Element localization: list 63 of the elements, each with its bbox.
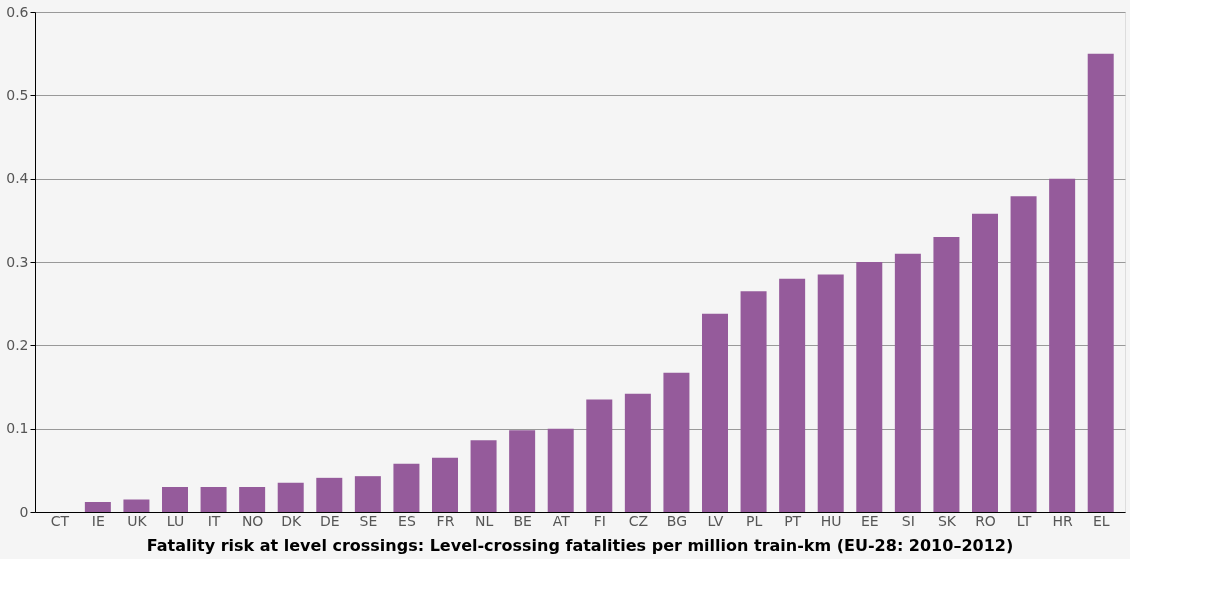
x-tick-label: BG — [666, 512, 688, 529]
bar — [277, 482, 304, 512]
x-tick-label: IT — [207, 512, 221, 529]
bar — [1010, 196, 1037, 512]
bar — [162, 487, 188, 512]
x-tick-label: BE — [513, 512, 532, 529]
x-tick-label: EL — [1092, 512, 1110, 529]
text: Fatality risk at level crossings: Level-crossing fatalities per million train-km (EU-28: 2010–2012) — [146, 536, 1014, 555]
x-tick-label: HU — [820, 512, 842, 529]
x-tick-label: DK — [281, 512, 303, 529]
y-tick-label: 0.6 — [6, 3, 29, 20]
bar — [547, 428, 574, 512]
x-tick-label: CZ — [628, 512, 649, 529]
bar — [856, 262, 883, 512]
bar — [663, 372, 690, 512]
x-tick-label: SK — [937, 512, 957, 529]
y-tick-label: 0 — [19, 503, 29, 520]
bar — [200, 487, 227, 512]
bar — [393, 463, 420, 512]
bar — [779, 278, 806, 512]
x-tick-label: LV — [707, 512, 724, 529]
x-tick-label: FI — [593, 512, 606, 529]
y-tick-label: 0.2 — [6, 336, 29, 353]
x-tick-label: NO — [241, 512, 264, 529]
y-tick-label: 0.1 — [6, 420, 29, 437]
bar — [316, 477, 343, 512]
bar — [624, 393, 651, 512]
x-tick-label: PL — [745, 512, 763, 529]
x-tick-label: CT — [50, 512, 70, 529]
x-tick-label: NL — [474, 512, 494, 529]
bar — [933, 237, 960, 512]
y-tick-label: 0.5 — [6, 86, 29, 103]
x-tick-label: LU — [166, 512, 185, 529]
bar — [432, 457, 458, 512]
y-tick-label: 0.3 — [6, 253, 29, 270]
bar — [894, 253, 921, 512]
bar — [123, 499, 150, 512]
x-tick-label: PT — [784, 512, 802, 529]
x-tick-label: SI — [901, 512, 915, 529]
bar — [1087, 53, 1114, 512]
x-tick-label: EE — [860, 512, 879, 529]
x-tick-label: FR — [436, 512, 455, 529]
x-tick-label: UK — [127, 512, 148, 529]
bar — [1049, 178, 1076, 512]
x-tick-label: IE — [91, 512, 105, 529]
bar — [702, 313, 728, 512]
bar — [509, 430, 536, 512]
x-tick-label: RO — [975, 512, 996, 529]
bar — [972, 213, 998, 512]
x-tick-label: LT — [1016, 512, 1032, 529]
bar — [239, 487, 266, 512]
x-tick-label: AT — [552, 512, 571, 529]
bar — [586, 399, 613, 512]
x-tick-label: SE — [359, 512, 378, 529]
x-tick-label: ES — [398, 512, 416, 529]
bar — [470, 440, 497, 512]
y-tick-label: 0.4 — [6, 170, 29, 187]
bar — [817, 274, 844, 512]
x-tick-label: DE — [319, 512, 340, 529]
bar — [354, 476, 381, 512]
bar — [84, 502, 111, 512]
x-tick-label: HR — [1052, 512, 1074, 529]
bar — [740, 291, 767, 512]
